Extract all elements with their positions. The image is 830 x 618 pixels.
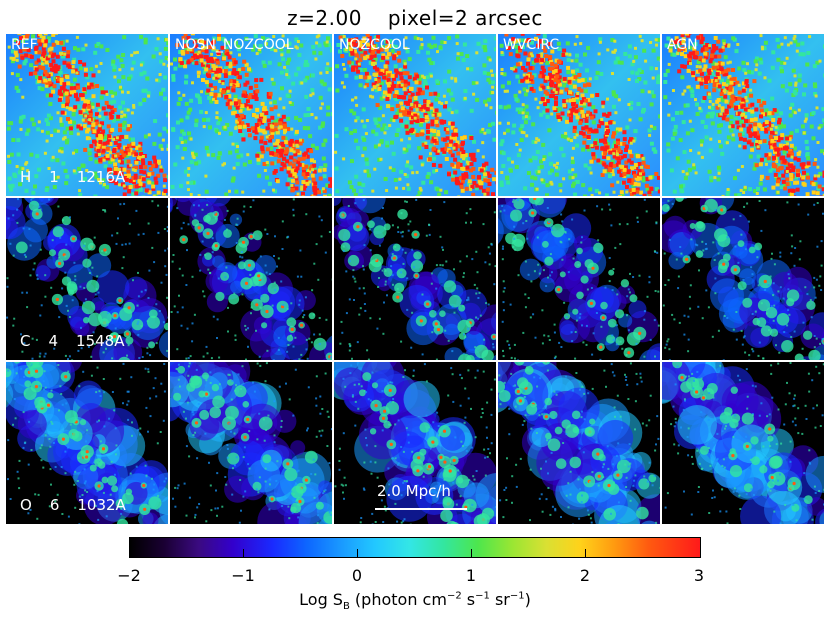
colorbar-tick-label: 3 [693, 566, 705, 585]
colorbar-tick-label: −2 [117, 566, 141, 585]
line-label-part: C [20, 332, 31, 350]
redshift-label: z=2.00 [287, 6, 362, 30]
line-label-part: 1216A [76, 168, 126, 186]
scale-bar-label: 2.0 Mpc/h [377, 482, 451, 500]
line-label: O 6 1032A [20, 496, 144, 514]
colorbar-tick-label: 0 [351, 566, 363, 585]
line-label-part: 1032A [77, 496, 126, 514]
colorbar-tick-mark [357, 549, 358, 557]
line-label-part: 1548A [76, 332, 125, 350]
line-label-part: O [20, 496, 32, 514]
line-label-part: 1 [49, 168, 59, 186]
line-label: H 1 1216A [20, 168, 143, 186]
figure-title: z=2.00 pixel=2 arcsec [0, 6, 830, 30]
panel-title: WVCIRC [503, 37, 560, 53]
colorbar-tick-mark [471, 549, 472, 557]
map-panel-nosn-nozcool-row3 [170, 362, 332, 524]
line-label-part: H [20, 168, 32, 186]
panel-grid: REF H 1 1216A NOSN_NOZCOOL NOZCOOL WVCIRC AGN C 4… [6, 34, 830, 524]
map-panel-agn-row1: AGN [662, 34, 824, 196]
colorbar-tick-mark [585, 549, 586, 557]
colorbar [129, 537, 701, 558]
colorbar-tick-label: −1 [231, 566, 255, 585]
panel-title: NOSN_NOZCOOL [175, 37, 294, 53]
map-panel-nozcool-row1: NOZCOOL [334, 34, 496, 196]
colorbar-tick-label: 2 [579, 566, 591, 585]
map-panel-ref-row2: C 4 1548A [6, 198, 168, 360]
map-panel-nozcool-row3 [334, 362, 496, 524]
map-panel-wvcirc-row1: WVCIRC [498, 34, 660, 196]
panel-title: NOZCOOL [339, 37, 410, 53]
line-label-part: 4 [48, 332, 59, 350]
map-panel-nosn-nozcool-row2 [170, 198, 332, 360]
colorbar-tick-label: 1 [465, 566, 477, 585]
map-panel-ref-row3: O 6 1032A [6, 362, 168, 524]
pixel-label: pixel=2 arcsec [387, 6, 543, 30]
line-label: C 4 1548A [20, 332, 142, 350]
map-panel-nozcool-row2 [334, 198, 496, 360]
map-panel-ref-row1: REF H 1 1216A [6, 34, 168, 196]
scale-bar [375, 508, 467, 510]
map-panel-wvcirc-row3 [498, 362, 660, 524]
map-panel-nosn-nozcool-row1: NOSN_NOZCOOL [170, 34, 332, 196]
map-panel-agn-row2 [662, 198, 824, 360]
colorbar-label: Log SB (photon cm−2 s−1 sr−1) [299, 590, 531, 613]
panel-title: REF [11, 37, 38, 53]
map-panel-wvcirc-row2 [498, 198, 660, 360]
colorbar-tick-mark [243, 549, 244, 557]
panel-title: AGN [667, 37, 698, 53]
line-label-part: 6 [49, 496, 60, 514]
map-panel-agn-row3 [662, 362, 824, 524]
